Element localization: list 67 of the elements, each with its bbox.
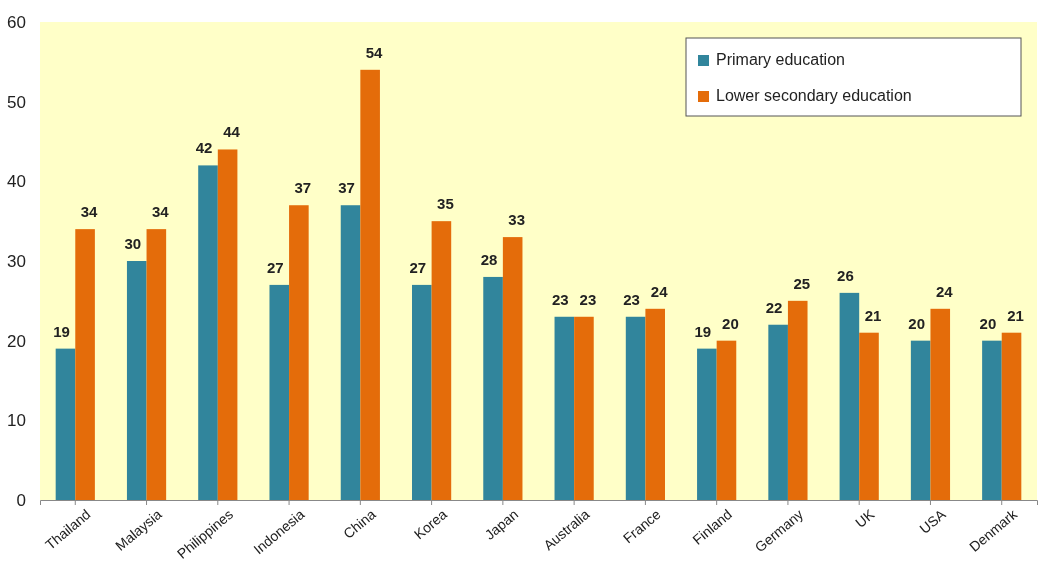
data-label: 19 [694, 322, 712, 340]
bar [859, 332, 879, 500]
data-label: 44 [223, 123, 241, 141]
data-label: 23 [551, 290, 569, 308]
bar [289, 205, 309, 500]
data-label: 35 [437, 195, 454, 213]
data-label: 42 [195, 139, 213, 157]
bar [574, 316, 594, 500]
bar [55, 348, 76, 500]
bar [697, 348, 717, 500]
data-label: 25 [793, 274, 811, 292]
data-label: 37 [294, 179, 312, 197]
bar [716, 340, 737, 500]
bar [269, 284, 290, 500]
data-label: 34 [152, 203, 170, 221]
data-label: 20 [722, 314, 739, 332]
data-label: 27 [409, 258, 427, 276]
bar [431, 221, 452, 500]
data-label: 28 [480, 250, 498, 268]
y-tick-label: 0 [16, 490, 26, 510]
bar [146, 229, 167, 500]
bar [930, 308, 951, 500]
data-label: 23 [623, 290, 640, 308]
legend-label: Primary education [716, 51, 845, 68]
data-label: 27 [266, 258, 284, 276]
data-label: 21 [864, 306, 882, 324]
bar [554, 316, 575, 500]
y-tick-label: 40 [7, 172, 26, 192]
bar [787, 300, 808, 500]
data-label: 21 [1007, 306, 1024, 324]
data-label: 19 [53, 322, 70, 340]
bar [483, 276, 503, 500]
y-tick-label: 50 [7, 92, 26, 112]
x-tick-label: USA [916, 505, 950, 537]
bar [982, 340, 1002, 500]
y-tick-label: 20 [7, 331, 26, 351]
data-label: 24 [650, 282, 669, 300]
data-label: 54 [365, 43, 384, 61]
legend-label: Lower secondary education [716, 87, 912, 104]
data-label: 22 [765, 298, 783, 316]
data-label: 26 [837, 266, 854, 284]
y-tick-label: 60 [7, 12, 26, 32]
y-tick-label: 30 [7, 251, 26, 271]
bar [75, 229, 95, 500]
bar [412, 284, 432, 500]
data-label: 34 [80, 203, 99, 221]
bar [910, 340, 931, 500]
data-label: 33 [508, 211, 526, 229]
x-tick-label: UK [852, 505, 878, 531]
bar [126, 261, 147, 500]
bar [839, 292, 860, 500]
bar [198, 165, 218, 500]
bar [1001, 332, 1022, 500]
bar [625, 316, 646, 500]
y-tick-label: 10 [7, 411, 26, 431]
bar [340, 205, 361, 500]
data-label: 20 [908, 314, 925, 332]
data-label: 37 [338, 179, 355, 197]
bar [360, 69, 380, 500]
data-label: 23 [579, 290, 597, 308]
bar [217, 149, 238, 500]
data-label: 30 [124, 235, 142, 252]
data-label: 20 [979, 314, 997, 332]
bar [502, 237, 523, 500]
data-label: 24 [935, 282, 954, 300]
bar [768, 324, 788, 500]
bar [645, 308, 665, 500]
